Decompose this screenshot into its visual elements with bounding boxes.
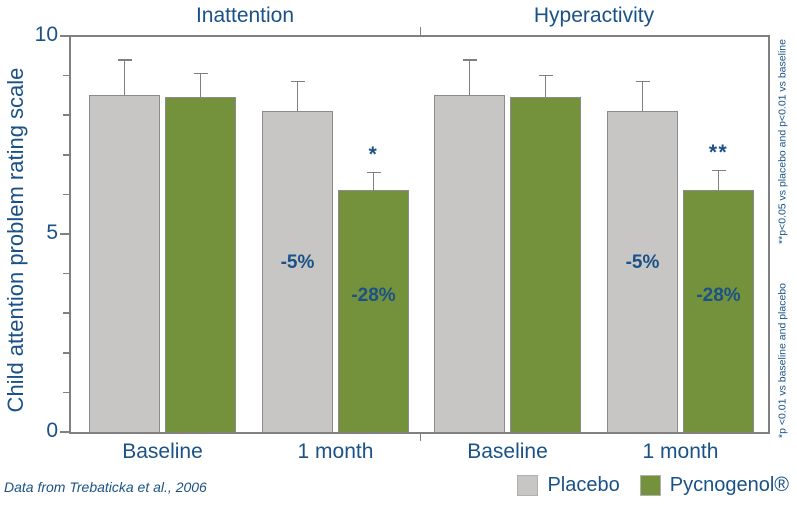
error-bar-cap — [635, 80, 650, 83]
y-minor-tick — [63, 391, 69, 394]
panel-title-hyperactivity: Hyperactivity — [533, 4, 655, 27]
x-tick-label: 1 month — [642, 440, 719, 463]
error-bar-cap — [538, 74, 553, 77]
bar-pycnogenol-baseline — [510, 97, 581, 432]
plot-border-top — [69, 35, 769, 37]
significance-marker: * — [368, 142, 379, 166]
bar-pycnogenol-1-month — [338, 190, 409, 432]
x-tick-label: Baseline — [467, 440, 548, 463]
bar-pycnogenol-baseline — [165, 97, 236, 432]
y-minor-tick — [63, 272, 69, 275]
bar-change-label: -5% — [625, 251, 660, 273]
bar-change-label: -28% — [696, 285, 741, 307]
error-bar-cap — [290, 80, 305, 83]
bar-pycnogenol-1-month — [683, 190, 754, 432]
error-bar-cap — [462, 59, 477, 61]
plot-border-right — [768, 35, 770, 434]
x-tick-label: Baseline — [122, 440, 203, 463]
bar-placebo-1-month — [607, 111, 678, 432]
error-bar-line — [717, 170, 720, 191]
error-bar-line — [641, 81, 644, 112]
y-tick-label: 10 — [34, 23, 58, 46]
y-major-tick — [60, 35, 69, 37]
bar-change-label: -5% — [280, 251, 315, 273]
x-tick-label: 1 month — [297, 440, 374, 463]
y-tick-label: 0 — [46, 419, 58, 442]
data-source-footnote: Data from Trebaticka et al., 2006 — [4, 479, 207, 495]
y-minor-tick — [63, 352, 69, 354]
y-major-tick — [60, 233, 69, 235]
error-bar-line — [123, 59, 126, 96]
error-bar-line — [468, 59, 471, 96]
error-bar-line — [199, 73, 202, 98]
significance-marker: ** — [708, 140, 729, 164]
error-bar-cap — [117, 59, 132, 61]
panel-divider-tick-bottom — [419, 432, 421, 441]
legend-swatch-pycnogenol — [639, 475, 661, 496]
annotation-significance-top: **p<0.05 vs placebo and p<0.01 vs baseli… — [776, 39, 789, 244]
panel-title-inattention: Inattention — [195, 4, 295, 27]
error-bar-line — [296, 81, 299, 112]
y-major-tick — [60, 431, 69, 433]
x-axis-line — [69, 432, 769, 434]
legend-swatch-placebo — [517, 475, 539, 496]
y-minor-tick — [63, 312, 69, 314]
legend-label-placebo: Placebo — [547, 474, 620, 496]
y-minor-tick — [63, 193, 69, 196]
error-bar-cap — [366, 171, 381, 174]
bar-placebo-baseline — [434, 95, 505, 432]
y-minor-tick — [63, 74, 69, 77]
y-tick-label: 5 — [46, 221, 58, 244]
panel-divider-tick-top — [419, 27, 421, 36]
y-axis-line — [69, 35, 71, 434]
bar-placebo-baseline — [89, 95, 160, 432]
error-bar-cap — [711, 169, 726, 172]
y-minor-tick — [63, 154, 69, 156]
error-bar-line — [544, 75, 547, 98]
bar-placebo-1-month — [262, 111, 333, 432]
legend-label-pycnogenol: Pycnogenol® — [669, 474, 789, 496]
y-minor-tick — [63, 114, 69, 116]
bar-change-label: -28% — [351, 285, 396, 307]
error-bar-cap — [193, 72, 208, 75]
annotation-significance-bottom: *p <0.01 vs baseline and placebo — [776, 283, 789, 438]
legend: Placebo Pycnogenol® — [517, 474, 789, 497]
error-bar-line — [372, 172, 375, 191]
